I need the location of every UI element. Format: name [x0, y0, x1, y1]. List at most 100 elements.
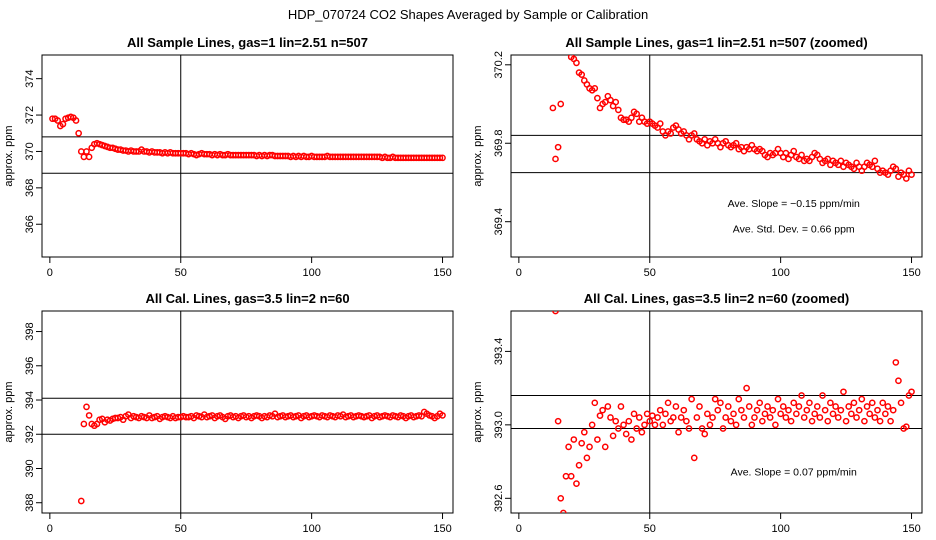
- data-point: [565, 443, 572, 451]
- data-point: [586, 443, 593, 451]
- data-point: [821, 406, 829, 414]
- plot-frame: [510, 310, 923, 514]
- data-point: [740, 414, 748, 421]
- data-point: [748, 421, 756, 429]
- data-point: [790, 399, 798, 407]
- figure-title: HDP_070724 CO2 Shapes Averaged by Sample…: [288, 7, 648, 22]
- data-point: [701, 430, 709, 438]
- data-point: [850, 399, 858, 407]
- x-tick-label: 0: [47, 267, 53, 279]
- data-point: [617, 403, 625, 410]
- data-point: [560, 509, 567, 513]
- x-tick-label: 150: [433, 523, 451, 535]
- y-tick-label: 366: [24, 215, 36, 233]
- data-point: [436, 154, 444, 162]
- data-point: [732, 421, 740, 429]
- data-point: [690, 130, 698, 137]
- data-point: [863, 403, 871, 410]
- data-point: [583, 454, 591, 462]
- data-point: [727, 417, 735, 425]
- data-point: [77, 497, 85, 505]
- data-point: [758, 417, 766, 425]
- x-tick-label: 0: [516, 523, 522, 535]
- data-point: [680, 406, 688, 414]
- data-point: [816, 414, 824, 421]
- data-point: [656, 120, 664, 127]
- data-point: [554, 143, 562, 151]
- data-point: [633, 425, 641, 432]
- data-point: [803, 406, 811, 414]
- data-point: [612, 417, 620, 425]
- y-axis-label: approx. ppm: [3, 381, 15, 442]
- y-tick-label: 372: [24, 106, 36, 124]
- data-point: [813, 403, 821, 410]
- data-point: [887, 417, 894, 425]
- data-point: [834, 414, 842, 421]
- data-point: [672, 403, 680, 410]
- data-point: [591, 84, 599, 92]
- data-point: [800, 414, 808, 421]
- data-point: [853, 414, 860, 421]
- data-point: [738, 406, 745, 414]
- data-point: [552, 155, 559, 163]
- panel-cal-full: All Cal. Lines, gas=3.5 lin=2 n=60 approx…: [3, 291, 454, 535]
- panel-title: All Sample Lines, gas=1 lin=2.51 n=507 (…: [565, 35, 867, 50]
- data-point: [884, 403, 892, 410]
- data-point: [756, 399, 764, 407]
- data-point: [594, 94, 601, 102]
- y-tick-label: 370.2: [493, 51, 505, 79]
- data-point: [874, 406, 881, 414]
- panel-title: All Sample Lines, gas=1 lin=2.51 n=507: [127, 35, 368, 50]
- data-point: [743, 384, 750, 392]
- data-point: [829, 410, 837, 418]
- data-point: [798, 151, 805, 159]
- data-point: [798, 392, 805, 399]
- data-point: [902, 175, 910, 182]
- data-point: [902, 423, 910, 431]
- data-point: [622, 430, 630, 438]
- data-point: [868, 399, 876, 407]
- annotation-text: Ave. Slope = −0.15 ppm/min: [728, 198, 860, 210]
- data-point: [83, 148, 90, 155]
- data-point: [719, 425, 727, 432]
- data-point: [72, 117, 80, 124]
- data-point: [711, 395, 719, 403]
- y-tick-label: 392: [24, 425, 36, 443]
- data-point: [614, 106, 622, 114]
- x-tick-label: 100: [771, 523, 789, 535]
- data-point: [735, 395, 743, 403]
- data-point: [651, 421, 659, 429]
- data-point: [706, 421, 714, 429]
- data-point: [777, 410, 784, 418]
- x-tick-label: 50: [644, 523, 656, 535]
- data-point: [698, 425, 706, 432]
- plot-frame: [510, 54, 923, 258]
- data-series: [77, 403, 446, 505]
- data-point: [845, 403, 853, 410]
- y-tick-label: 388: [24, 494, 36, 512]
- data-point: [714, 406, 722, 414]
- data-point: [638, 428, 646, 436]
- y-tick-label: 390: [24, 459, 36, 477]
- data-point: [588, 421, 596, 429]
- data-point: [83, 403, 90, 411]
- data-point: [892, 165, 900, 173]
- data-point: [662, 410, 669, 418]
- data-point: [693, 414, 701, 421]
- data-point: [709, 414, 716, 421]
- data-point: [696, 403, 703, 410]
- data-point: [591, 399, 599, 407]
- data-point: [824, 417, 832, 425]
- data-point: [772, 421, 779, 429]
- data-point: [59, 120, 67, 128]
- panel-sample-full: All Sample Lines, gas=1 lin=2.51 n=507 ap…: [3, 35, 454, 279]
- data-point: [549, 104, 557, 112]
- data-point: [620, 421, 627, 429]
- data-point: [683, 417, 690, 425]
- data-point: [730, 410, 737, 418]
- data-point: [819, 392, 826, 399]
- data-point: [75, 129, 82, 137]
- y-axis-label: approx. ppm: [3, 125, 15, 186]
- data-point: [732, 139, 740, 147]
- data-point: [889, 406, 897, 414]
